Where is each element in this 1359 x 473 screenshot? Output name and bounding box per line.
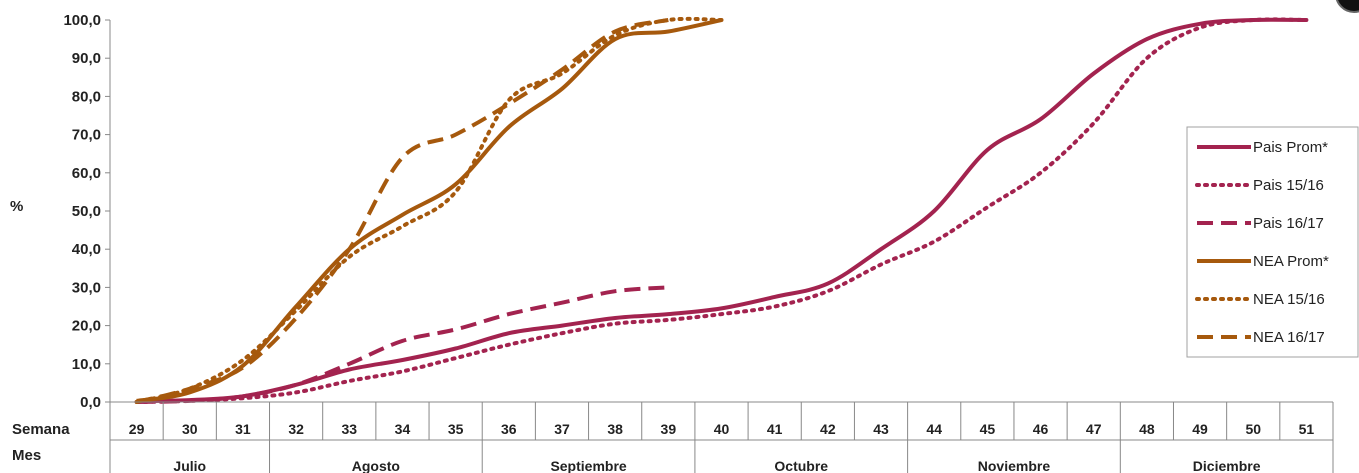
week-label: 46 [1033, 421, 1049, 437]
month-row-label: Mes [12, 447, 41, 464]
week-label: 43 [873, 421, 889, 437]
week-label: 39 [661, 421, 677, 437]
month-label: Julio [173, 458, 206, 473]
y-axis: 0,0 10,0 20,0 30,0 40,0 50,0 60,0 70,0 80,0 90,0 1… [63, 12, 111, 411]
legend-label: Pais 15/16 [1253, 177, 1324, 194]
week-label: 31 [235, 421, 251, 437]
y-tick-label: 90,0 [72, 50, 101, 67]
legend-label: NEA 15/16 [1253, 291, 1325, 308]
week-label: 34 [395, 421, 411, 437]
y-tick-label: 80,0 [72, 88, 101, 105]
week-row-label: Semana [12, 421, 70, 438]
y-tick-label: 10,0 [72, 356, 101, 373]
week-label: 49 [1192, 421, 1208, 437]
month-label: Noviembre [978, 458, 1051, 473]
category-axis: 29 30 31 32 33 34 35 36 37 38 39 40 41 42 43 44 45 46 47 48… [12, 401, 1334, 473]
y-tick-label: 70,0 [72, 127, 101, 144]
week-label: 36 [501, 421, 517, 437]
y-tick-label: 40,0 [72, 241, 101, 258]
month-label: Octubre [774, 458, 828, 473]
legend-label: Pais Prom* [1253, 139, 1328, 156]
series-lines [134, 16, 1309, 404]
week-label: 37 [554, 421, 570, 437]
week-label: 51 [1299, 421, 1315, 437]
week-label: 32 [288, 421, 304, 437]
month-label: Diciembre [1193, 458, 1261, 473]
series-line-3 [136, 18, 722, 403]
series-line-2 [136, 285, 669, 404]
week-label: 48 [1139, 421, 1155, 437]
legend-label: Pais 16/17 [1253, 215, 1324, 232]
week-label: 44 [926, 421, 942, 437]
y-tick-label: 60,0 [72, 165, 101, 182]
week-label: 38 [607, 421, 623, 437]
legend-box [1186, 126, 1359, 358]
month-label: Agosto [352, 458, 400, 473]
week-label: 33 [341, 421, 357, 437]
y-axis-label: % [10, 198, 23, 215]
logo-icon [1335, 0, 1359, 13]
month-label: Septiembre [550, 458, 626, 473]
week-label: 30 [182, 421, 198, 437]
week-label: 35 [448, 421, 464, 437]
y-tick-label: 20,0 [72, 318, 101, 335]
series-line-5 [136, 18, 669, 404]
y-tick-label: 100,0 [63, 12, 101, 29]
week-label: 41 [767, 421, 783, 437]
y-tick-label: 0,0 [80, 394, 101, 411]
week-label: 47 [1086, 421, 1102, 437]
series-line-1 [134, 17, 1309, 404]
legend-label: NEA 16/17 [1253, 329, 1325, 346]
week-label: 45 [980, 421, 996, 437]
week-label: 42 [820, 421, 836, 437]
legend-label: NEA Prom* [1253, 253, 1329, 270]
series-line-4 [134, 16, 724, 404]
week-label: 50 [1245, 421, 1261, 437]
series-line-0 [136, 17, 1307, 404]
week-label: 40 [714, 421, 730, 437]
legend: Pais Prom* Pais 15/16 Pais 16/17 NEA Prom* N… [1186, 126, 1359, 358]
y-tick-label: 30,0 [72, 279, 101, 296]
y-tick-label: 50,0 [72, 203, 101, 220]
week-label: 29 [129, 421, 145, 437]
